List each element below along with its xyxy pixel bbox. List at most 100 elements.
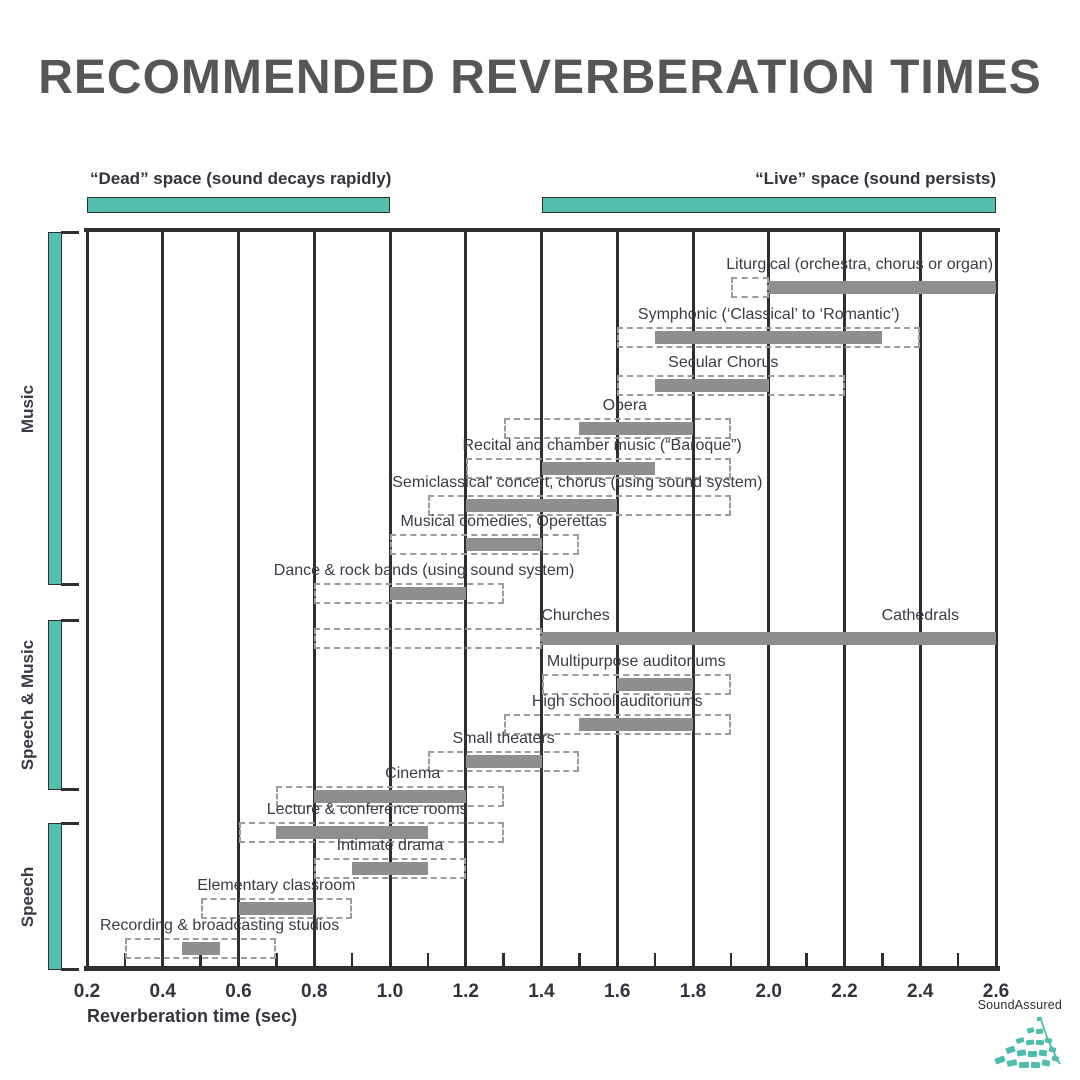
x-minor-tick <box>502 953 505 966</box>
row-label: Liturgical (orchestra, chorus or organ) <box>726 256 994 273</box>
gridline <box>994 231 998 970</box>
row-label: Musical comedies, Operettas <box>400 513 607 530</box>
recommended-range-bar <box>465 498 618 512</box>
recommended-range-bar <box>768 280 996 294</box>
recommended-range-bar <box>465 754 542 768</box>
soundassured-logo: SoundAssured <box>957 998 1062 1068</box>
x-minor-tick <box>275 953 278 966</box>
x-minor-tick <box>426 953 430 966</box>
x-tick-label: 2.2 <box>831 981 858 1002</box>
section-label: Music <box>18 384 37 433</box>
soundassured-logo-text: SoundAssured <box>977 998 1062 1012</box>
x-axis-title: Reverberation time (sec) <box>87 1006 298 1026</box>
section-range-bar <box>48 823 62 970</box>
x-minor-tick <box>578 953 581 966</box>
acceptable-range-box <box>200 897 353 919</box>
row-label: Intimate drama <box>336 837 444 854</box>
row-label: Lecture & conference rooms <box>266 801 468 818</box>
section-bracket-cap <box>61 968 79 971</box>
dead-space-label: “Dead” space (sound decays rapidly) <box>90 169 392 188</box>
acceptable-range-box <box>314 857 466 879</box>
soundassured-logo-icon <box>994 1016 1061 1068</box>
acceptable-range-box <box>617 374 845 396</box>
recommended-range-bar <box>390 586 466 600</box>
acceptable-range-box <box>238 821 504 843</box>
gridline <box>918 231 922 970</box>
recommended-range-bar <box>541 461 656 475</box>
x-tick-label: 1.8 <box>679 981 707 1002</box>
x-minor-tick <box>805 953 808 966</box>
row-label: Cathedrals <box>881 607 959 624</box>
dead-space-range-bar <box>87 197 390 213</box>
chart-top-border <box>84 228 1000 232</box>
recommended-range-bar <box>541 631 996 645</box>
x-tick-label: 0.8 <box>301 981 328 1002</box>
x-minor-tick <box>199 953 202 966</box>
x-minor-tick <box>881 953 884 966</box>
x-tick-label: 1.2 <box>452 981 479 1002</box>
gridline <box>388 231 392 970</box>
row-label: Secular Chorus <box>668 354 779 371</box>
x-tick-label: 1.6 <box>604 981 631 1002</box>
row-label: Multipurpose auditoriums <box>546 653 726 670</box>
acceptable-range-box <box>314 627 542 649</box>
acceptable-range-box <box>427 750 580 772</box>
row-label: Symphonic (‘Classical’ to ‘Romantic’) <box>637 306 900 323</box>
acceptable-range-box <box>465 457 731 479</box>
row-label: Dance & rock bands (using sound system) <box>273 562 575 579</box>
x-minor-tick <box>123 953 127 966</box>
row-label: Elementary classroom <box>197 877 356 894</box>
section-range-bar <box>48 620 62 790</box>
acceptable-range-box <box>314 582 504 604</box>
recommended-range-bar <box>314 789 466 803</box>
acceptable-range-box <box>617 326 921 348</box>
section-bracket-cap <box>61 822 79 825</box>
recommended-range-bar <box>276 825 428 839</box>
acceptable-range-box <box>503 713 731 735</box>
gridline <box>615 231 619 970</box>
x-tick-label: 1.0 <box>376 981 404 1002</box>
gridline <box>843 231 846 970</box>
gridline <box>85 231 89 970</box>
x-tick-label: 1.4 <box>528 981 555 1002</box>
x-tick-label: 0.2 <box>73 981 101 1002</box>
section-label: Speech <box>18 866 37 927</box>
recommended-range-bar <box>655 378 769 392</box>
x-minor-tick <box>653 953 657 966</box>
section-range-bar <box>48 232 62 585</box>
row-label: Recording & broadcasting studios <box>99 917 340 934</box>
live-space-range-bar <box>541 197 996 213</box>
recommended-range-bar <box>352 861 428 875</box>
x-tick-label: 2.0 <box>755 981 782 1002</box>
gridline <box>464 231 468 970</box>
row-label: Recital and chamber music (“Baroque”) <box>462 437 742 454</box>
row-label: Opera <box>602 397 648 414</box>
acceptable-range-box <box>503 417 731 439</box>
gridline <box>691 231 695 970</box>
section-bracket-cap <box>61 583 79 586</box>
x-tick-label: 0.4 <box>149 981 176 1002</box>
x-tick-label: 2.6 <box>982 981 1010 1002</box>
section-bracket-cap <box>61 619 79 622</box>
gridline <box>237 231 240 970</box>
x-minor-tick <box>729 953 733 966</box>
recommended-range-bar <box>465 537 542 551</box>
recommended-range-bar <box>238 901 315 915</box>
row-label: ‘Semiclassical’ concert, chorus (using s… <box>388 474 763 491</box>
live-space-label: “Live” space (sound persists) <box>755 169 996 188</box>
acceptable-range-box <box>390 533 580 555</box>
recommended-range-bar <box>655 330 883 344</box>
row-label: Churches <box>541 607 610 624</box>
acceptable-range-box <box>427 494 731 516</box>
acceptable-range-box <box>276 785 504 807</box>
row-label: High school auditoriums <box>531 693 703 710</box>
gridline <box>540 231 543 970</box>
recommended-range-bar <box>181 941 220 955</box>
acceptable-range-box <box>541 673 731 695</box>
section-bracket-cap <box>61 788 79 791</box>
acceptable-range-box <box>730 276 769 298</box>
recommended-range-bar <box>617 677 693 691</box>
x-tick-label: 2.4 <box>907 981 934 1002</box>
